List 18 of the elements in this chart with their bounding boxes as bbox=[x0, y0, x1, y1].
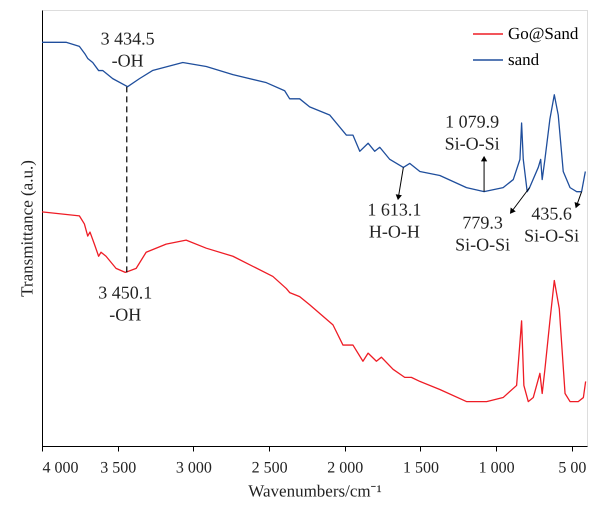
x-axis-title: Wavenumbers/cm⁻¹ bbox=[248, 482, 382, 500]
x-tick-label: 4 000 bbox=[42, 460, 78, 476]
annotation: 435.6 Si-O-Si bbox=[524, 204, 580, 246]
x-tick-label: 2 000 bbox=[327, 460, 364, 476]
annotation: 779.3 Si-O-Si bbox=[455, 212, 510, 255]
x-tick-label: 1 000 bbox=[478, 460, 515, 476]
annotation: 1 613.1 H-O-H bbox=[367, 199, 422, 242]
legend-label: sand bbox=[508, 50, 540, 69]
annotation: 3 450.1 -OH bbox=[98, 282, 152, 324]
y-axis-title: Transmittance (a.u.) bbox=[18, 160, 36, 297]
x-tick-label: 2 500 bbox=[252, 460, 288, 476]
x-tick-label: 1 500 bbox=[402, 460, 439, 476]
x-tick-label: 3 500 bbox=[100, 460, 136, 476]
annotation: 1 079.9 Si-O-Si bbox=[444, 112, 500, 154]
legend-label: Go@Sand bbox=[508, 24, 579, 43]
annotation: 3 434.5 -OH bbox=[100, 28, 155, 71]
x-tick-label: 5 00 bbox=[558, 460, 586, 476]
x-tick-label: 3 000 bbox=[176, 460, 212, 476]
